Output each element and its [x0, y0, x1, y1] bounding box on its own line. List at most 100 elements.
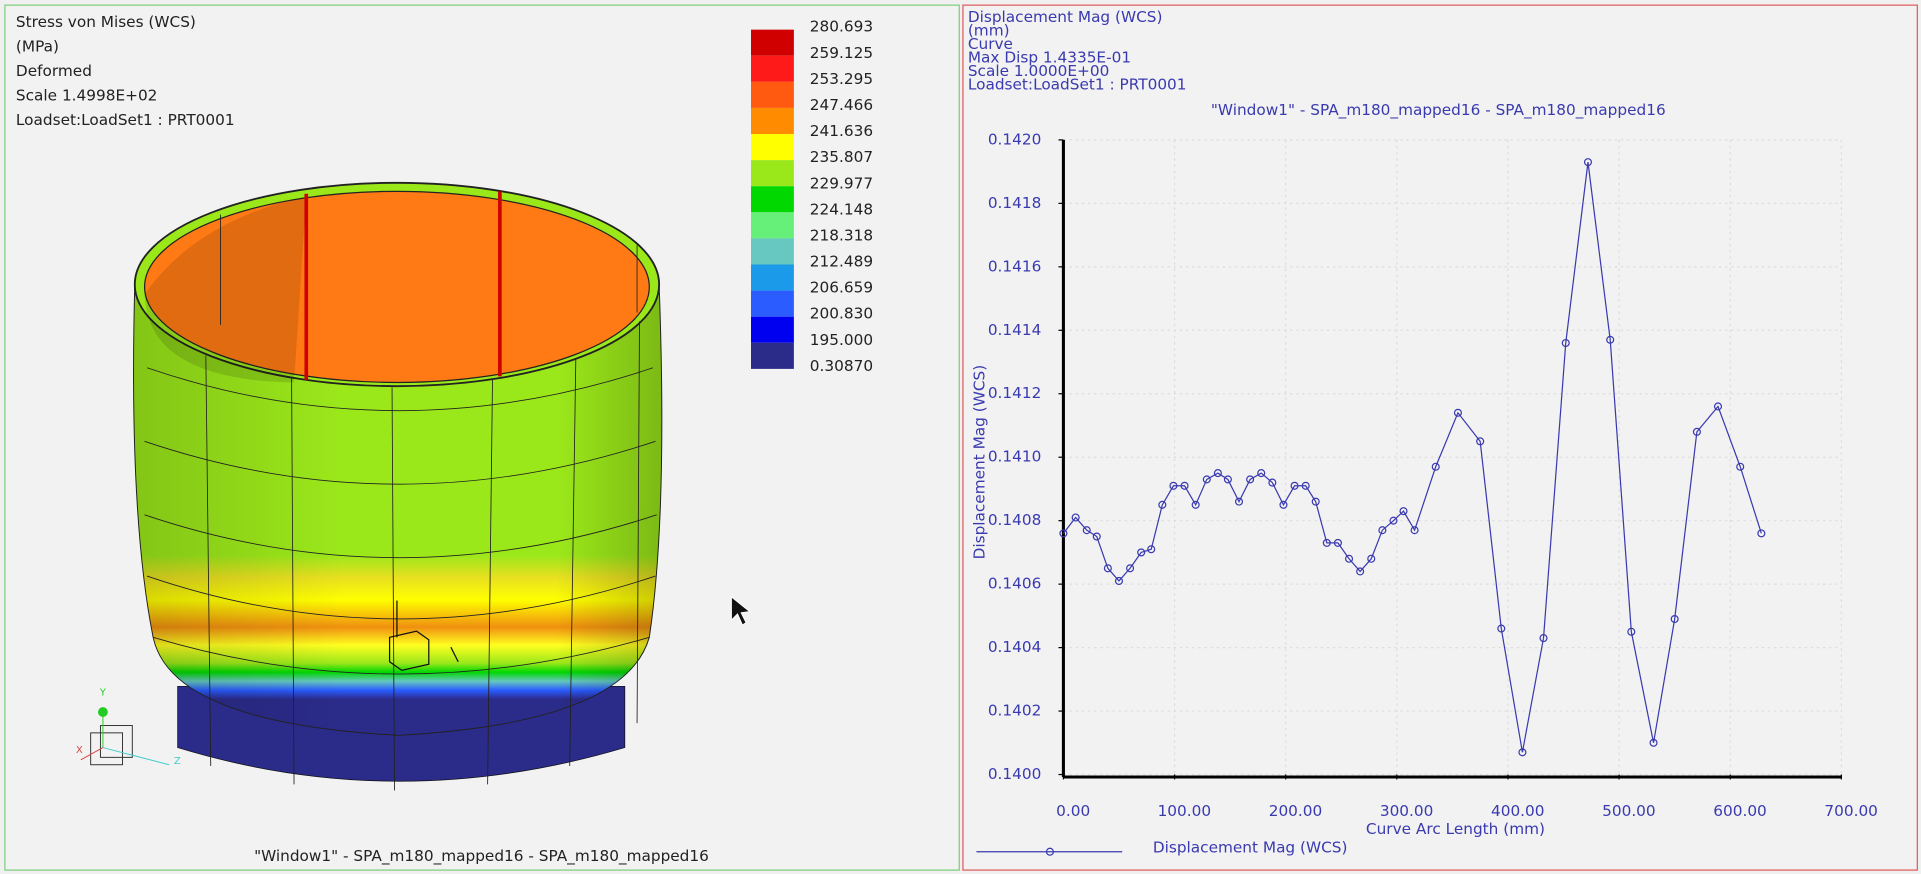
- data-point: [1092, 532, 1101, 541]
- data-point: [1431, 462, 1440, 471]
- legend-swatch: [751, 29, 794, 56]
- x-tick-label: 700.00: [1824, 802, 1878, 820]
- legend-label: Displacement Mag (WCS): [1153, 839, 1348, 857]
- legend-label: 212.489: [810, 253, 873, 271]
- data-point: [1169, 481, 1178, 490]
- data-point: [1126, 564, 1135, 573]
- data-point: [1202, 475, 1211, 484]
- x-tick-label: 200.00: [1269, 802, 1323, 820]
- info-line: Deformed: [16, 62, 92, 80]
- legend-swatch: [751, 107, 794, 135]
- legend-label: 253.295: [810, 70, 873, 88]
- data-point: [1082, 526, 1091, 535]
- data-point: [1606, 335, 1615, 344]
- legend-label: 235.807: [810, 148, 873, 166]
- data-point: [1378, 526, 1387, 535]
- data-point: [1268, 478, 1277, 487]
- data-point: [1583, 158, 1593, 167]
- data-point: [1158, 500, 1167, 509]
- x-tick-label: 500.00: [1602, 802, 1656, 820]
- data-point: [1518, 748, 1527, 757]
- data-point: [1356, 567, 1365, 576]
- data-point: [1322, 538, 1331, 547]
- legend-swatch: [751, 81, 794, 108]
- data-point: [1234, 497, 1244, 506]
- legend-label: 195.000: [810, 331, 873, 349]
- legend-label: 0.30870: [810, 357, 873, 375]
- data-point: [1103, 564, 1112, 573]
- data-point: [1333, 538, 1342, 547]
- fea-model: [133, 181, 663, 791]
- y-tick-label: 0.1402: [988, 702, 1042, 720]
- info-line: Loadset:LoadSet1 : PRT0001: [16, 111, 235, 129]
- data-point: [1692, 427, 1701, 436]
- data-point: [1180, 481, 1189, 490]
- legend-swatch: [751, 264, 794, 291]
- data-point: [1736, 462, 1745, 471]
- data-point: [1246, 475, 1255, 484]
- data-point: [1213, 469, 1222, 478]
- legend-swatch: [751, 316, 794, 343]
- data-point: [1649, 738, 1658, 747]
- triad-label: X: [76, 745, 83, 756]
- data-point: [1257, 469, 1266, 478]
- x-tick-label: 400.00: [1491, 802, 1545, 820]
- triad-label: Z: [174, 756, 181, 767]
- legend-label: 259.125: [810, 44, 873, 62]
- legend-label: 229.977: [810, 174, 873, 192]
- info-line: (MPa): [16, 37, 59, 55]
- data-point: [1059, 529, 1068, 538]
- data-point: [1279, 500, 1288, 509]
- x-tick-label: 600.00: [1713, 802, 1767, 820]
- legend-label: 280.693: [810, 18, 873, 36]
- data-point: [1627, 627, 1636, 636]
- legend-label: 200.830: [810, 305, 873, 323]
- legend-swatch: [751, 290, 794, 317]
- right-viewport[interactable]: [962, 4, 1918, 871]
- x-tick-label: 0.00: [1056, 802, 1090, 820]
- data-point: [1539, 634, 1548, 643]
- y-tick-label: 0.1414: [988, 321, 1042, 339]
- info-line: Curve: [968, 35, 1013, 53]
- data-line: [1062, 162, 1762, 753]
- data-point: [1071, 513, 1080, 522]
- chart-title: "Window1" - SPA_m180_mapped16 - SPA_m180…: [1211, 101, 1666, 120]
- x-axis-label: Curve Arc Length (mm): [1366, 820, 1545, 838]
- legend-label: 224.148: [810, 200, 873, 218]
- data-point: [1476, 437, 1485, 446]
- info-line: Displacement Mag (WCS): [968, 8, 1163, 26]
- legend-label: 247.466: [810, 96, 873, 114]
- y-axis-label: Displacement Mag (WCS): [971, 365, 989, 560]
- data-point: [1290, 481, 1299, 490]
- data-point: [1410, 526, 1419, 535]
- data-point: [1757, 529, 1766, 538]
- info-line: Scale 1.4998E+02: [16, 86, 158, 104]
- y-tick-label: 0.1406: [988, 575, 1042, 593]
- data-point: [1137, 548, 1146, 557]
- legend-swatch: [751, 134, 794, 161]
- legend-marker: [1045, 847, 1054, 856]
- y-tick-label: 0.1420: [988, 130, 1042, 148]
- y-tick-label: 0.1410: [988, 448, 1042, 466]
- data-point: [1301, 481, 1310, 490]
- data-point: [1389, 516, 1398, 525]
- data-point: [1191, 500, 1200, 509]
- legend-swatch: [751, 238, 794, 265]
- data-point: [1367, 554, 1376, 563]
- data-point: [1497, 624, 1506, 633]
- y-tick-label: 0.1418: [988, 194, 1042, 212]
- legend-swatch: [751, 160, 794, 187]
- data-point: [1561, 338, 1570, 348]
- y-tick-label: 0.1400: [988, 765, 1042, 783]
- data-point: [1147, 545, 1156, 554]
- info-line: Max Disp 1.4335E-01: [968, 48, 1131, 66]
- data-point: [1713, 402, 1723, 411]
- legend-swatch: [751, 342, 794, 369]
- triad-label: Y: [99, 687, 106, 698]
- y-tick-label: 0.1404: [988, 638, 1042, 656]
- data-point: [1344, 554, 1354, 563]
- info-line: Loadset:LoadSet1 : PRT0001: [968, 75, 1187, 93]
- info-line: Stress von Mises (WCS): [16, 13, 196, 31]
